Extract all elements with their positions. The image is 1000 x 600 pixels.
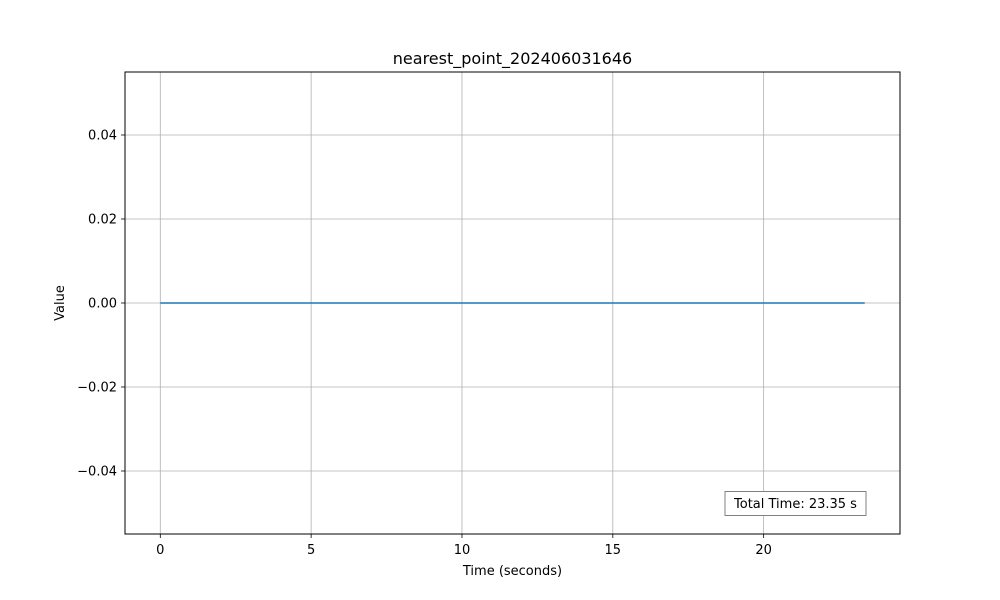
- chart-title: nearest_point_202406031646: [393, 49, 632, 69]
- x-tick-label: 15: [605, 543, 622, 558]
- y-tick-label: 0.00: [88, 297, 117, 312]
- x-tick-label: 5: [307, 543, 315, 558]
- x-axis-label: Time (seconds): [462, 564, 562, 579]
- annotation-box: Total Time: 23.35 s: [724, 491, 867, 516]
- y-tick-label: −0.02: [77, 381, 117, 396]
- axis-ticks: 0 5 10 15 20 0.04 0.02 0.00 −0.02 −0.04: [77, 129, 772, 559]
- y-tick-label: −0.04: [77, 465, 117, 480]
- annotation-frame: [724, 491, 867, 516]
- x-tick-label: 20: [755, 543, 772, 558]
- y-tick-label: 0.02: [88, 213, 117, 228]
- y-tick-label: 0.04: [88, 129, 117, 144]
- y-axis-label: Value: [53, 285, 68, 321]
- x-tick-label: 0: [156, 543, 164, 558]
- total-time-annotation: Total Time: 23.35 s: [733, 497, 857, 512]
- x-tick-label: 10: [454, 543, 471, 558]
